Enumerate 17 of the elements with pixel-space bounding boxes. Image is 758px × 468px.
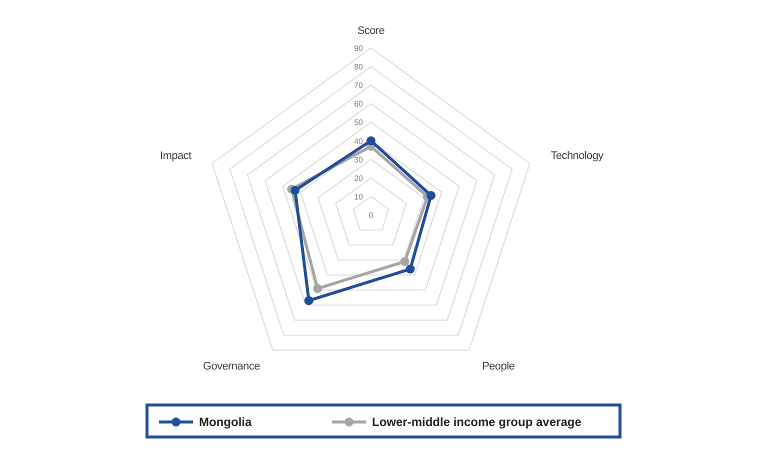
- spoke-label: Governance: [202, 360, 260, 372]
- legend-label: Lower-middle income group average: [372, 415, 582, 429]
- y-tick-label: 70: [354, 81, 364, 90]
- spoke-label: Score: [357, 25, 385, 37]
- y-tick-label: 50: [354, 118, 364, 128]
- spoke-label: Impact: [160, 150, 192, 162]
- spoke-label: People: [482, 360, 515, 372]
- spoke-label: Technology: [550, 150, 604, 162]
- y-tick-label: 0: [368, 211, 374, 220]
- y-tick-label: 30: [354, 155, 364, 164]
- y-tick-label: 10: [354, 192, 364, 202]
- y-tick-label: 60: [354, 100, 364, 109]
- y-tick-label: 80: [354, 62, 364, 72]
- y-tick-label: 90: [354, 44, 364, 53]
- y-tick-label: 40: [354, 136, 364, 146]
- y-tick-label: 20: [354, 174, 364, 183]
- legend-label: Mongolia: [199, 415, 252, 429]
